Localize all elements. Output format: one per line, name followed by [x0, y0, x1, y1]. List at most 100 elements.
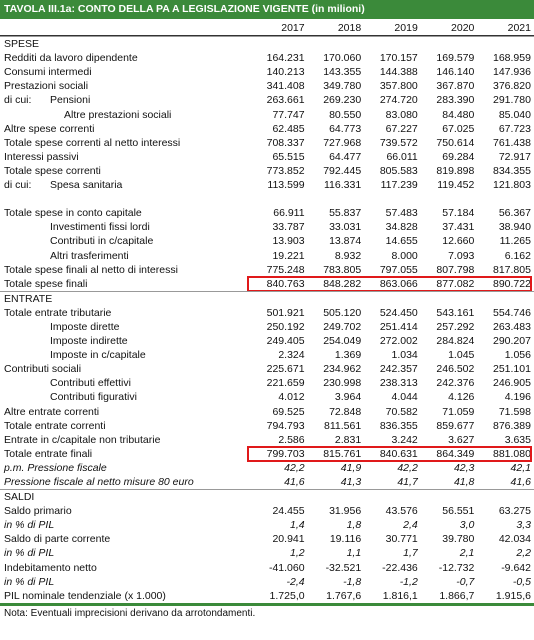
value-cell: 811.561: [324, 419, 362, 432]
data-row: Totale spese finali al netto di interess…: [0, 263, 534, 277]
data-row: Imposte indirette 249.405 254.049 272.002 28…: [0, 334, 534, 348]
value-cell: 797.055: [379, 263, 418, 276]
value-cell: 72.848: [329, 405, 362, 418]
row-cells: 794.793 811.561 836.355 859.677 876.389: [248, 419, 531, 433]
row-cells: 708.337 727.968 739.572 750.614 761.438: [248, 136, 531, 150]
value-cell: 341.408: [266, 80, 305, 93]
value-cell: 41,8: [453, 476, 475, 488]
row-label: Imposte dirette: [0, 320, 248, 334]
value-cell: 4.044: [391, 391, 418, 404]
row-cells: -41.060 -32.521 -22.436 -12.732 -9.642: [248, 561, 531, 575]
value-cell: 65.515: [272, 150, 305, 163]
value-cell: 13.874: [329, 235, 362, 248]
value-cell: 72.917: [498, 150, 531, 163]
section-row: SALDI: [0, 489, 534, 504]
value-cell: 1.034: [391, 349, 418, 362]
value-cell: 140.213: [266, 66, 305, 79]
value-cell: 70.582: [385, 405, 418, 418]
row-cells: 42,2 41,9 42,2 42,3 42,1: [248, 461, 531, 475]
value-cell: 55.837: [329, 207, 362, 220]
value-cell: 773.852: [266, 164, 305, 177]
value-cell: 1.045: [448, 349, 475, 362]
value-cell: 249.702: [323, 320, 362, 333]
value-cell: 147.936: [493, 66, 531, 79]
value-cell: 543.161: [436, 306, 475, 319]
value-cell: 554.746: [493, 306, 531, 319]
row-label: SPESE: [0, 37, 248, 51]
row-label-text: Totale entrate finali: [4, 447, 93, 460]
value-cell: 41,3: [340, 476, 362, 488]
data-row: Indebitamento netto -41.060 -32.521 -22.436…: [0, 561, 534, 575]
value-cell: 524.450: [379, 306, 418, 319]
row-label: Totale entrate finali: [0, 447, 248, 461]
row-label: Investimenti fissi lordi: [0, 220, 248, 234]
value-cell: 84.480: [442, 108, 475, 121]
row-label: Imposte indirette: [0, 334, 248, 348]
value-cell: 33.031: [329, 221, 362, 234]
table-note: Nota: Eventuali imprecisioni derivano da…: [4, 607, 256, 619]
row-label-text: in % di PIL: [4, 547, 55, 560]
value-cell: 6.162: [504, 249, 531, 262]
data-row: Contributi sociali 225.671 234.962 242.357 2…: [0, 362, 534, 376]
value-cell: 1.816,1: [382, 589, 418, 602]
value-cell: 269.230: [323, 94, 362, 107]
value-cell: 170.060: [323, 52, 362, 65]
data-row: p.m. Pressione fiscale 42,2 41,9 42,2 42,3 42…: [0, 461, 534, 475]
row-label-text: Totale spese in conto capitale: [4, 207, 142, 220]
row-label: Altre spese correnti: [0, 122, 248, 136]
value-cell: 230.998: [323, 377, 362, 390]
value-cell: 66.011: [386, 150, 418, 163]
data-row: Totale spese correnti 773.852 792.445 805.5…: [0, 164, 534, 178]
value-cell: 349.780: [323, 80, 362, 93]
value-cell: 272.002: [379, 335, 418, 348]
row-label-text: p.m. Pressione fiscale: [4, 461, 107, 474]
row-label-text: Altri trasferimenti: [50, 249, 129, 262]
row-cells: 1,2 1,1 1,7 2,1 2,2: [248, 546, 531, 560]
value-cell: 57.184: [442, 207, 475, 220]
value-cell: 66.911: [273, 207, 305, 220]
row-label: Altre prestazioni sociali: [0, 108, 248, 122]
row-label-text: Totale spese correnti: [4, 164, 101, 177]
data-row: Imposte in c/capitale 2.324 1.369 1.034 1.04…: [0, 348, 534, 362]
value-cell: 24.455: [272, 505, 305, 518]
row-label-text: SALDI: [4, 491, 35, 504]
row-label: in % di PIL: [0, 518, 248, 532]
row-label: Pressione fiscale al netto misure 80 eur…: [0, 475, 248, 489]
row-label: Consumi intermedi: [0, 65, 248, 79]
row-label: Altre entrate correnti: [0, 405, 248, 419]
value-cell: 783.805: [323, 263, 362, 276]
value-cell: 817.805: [493, 263, 531, 276]
data-row: di cui: Spesa sanitaria 113.599 116.331 117.…: [0, 178, 534, 192]
value-cell: 34.828: [385, 221, 418, 234]
row-label: Contributi figurativi: [0, 390, 248, 404]
data-row: in % di PIL 1,2 1,1 1,7 2,1 2,2: [0, 546, 534, 560]
value-cell: -1,2: [399, 575, 418, 588]
row-label: SALDI: [0, 490, 248, 504]
value-cell: 775.248: [266, 263, 305, 276]
row-label-text: Pensioni: [50, 94, 91, 107]
row-label-text: Contributi figurativi: [50, 391, 137, 404]
value-cell: 1,1: [346, 547, 362, 560]
row-label: Contributi in c/capitale: [0, 234, 248, 248]
row-label-text: Contributi in c/capitale: [50, 235, 154, 248]
value-cell: 42.034: [498, 533, 531, 546]
data-row: Altre entrate correnti 69.525 72.848 70.582…: [0, 405, 534, 419]
data-row: Totale spese correnti al netto interessi…: [0, 136, 534, 150]
row-label: Saldo di parte corrente: [0, 532, 248, 546]
value-cell: 225.671: [266, 363, 305, 376]
value-cell: 257.292: [436, 320, 475, 333]
row-label: Contributi sociali: [0, 362, 248, 376]
value-cell: 42,1: [510, 461, 531, 474]
row-cells: 225.671 234.962 242.357 246.502 251.101: [248, 362, 531, 376]
row-label-text: Altre prestazioni sociali: [64, 108, 172, 121]
value-cell: 1,8: [346, 519, 362, 532]
row-cells: 249.405 254.049 272.002 284.824 290.207: [248, 334, 531, 348]
value-cell: 1.866,7: [439, 589, 475, 602]
row-label-text: PIL nominale tendenziale (x 1.000): [4, 589, 166, 602]
row-label-text: Contributi effettivi: [50, 377, 131, 390]
value-cell: 117.239: [380, 179, 418, 192]
row-cells: 65.515 64.477 66.011 69.284 72.917: [248, 150, 531, 164]
value-cell: 250.192: [266, 320, 305, 333]
value-cell: 71.598: [498, 405, 531, 418]
